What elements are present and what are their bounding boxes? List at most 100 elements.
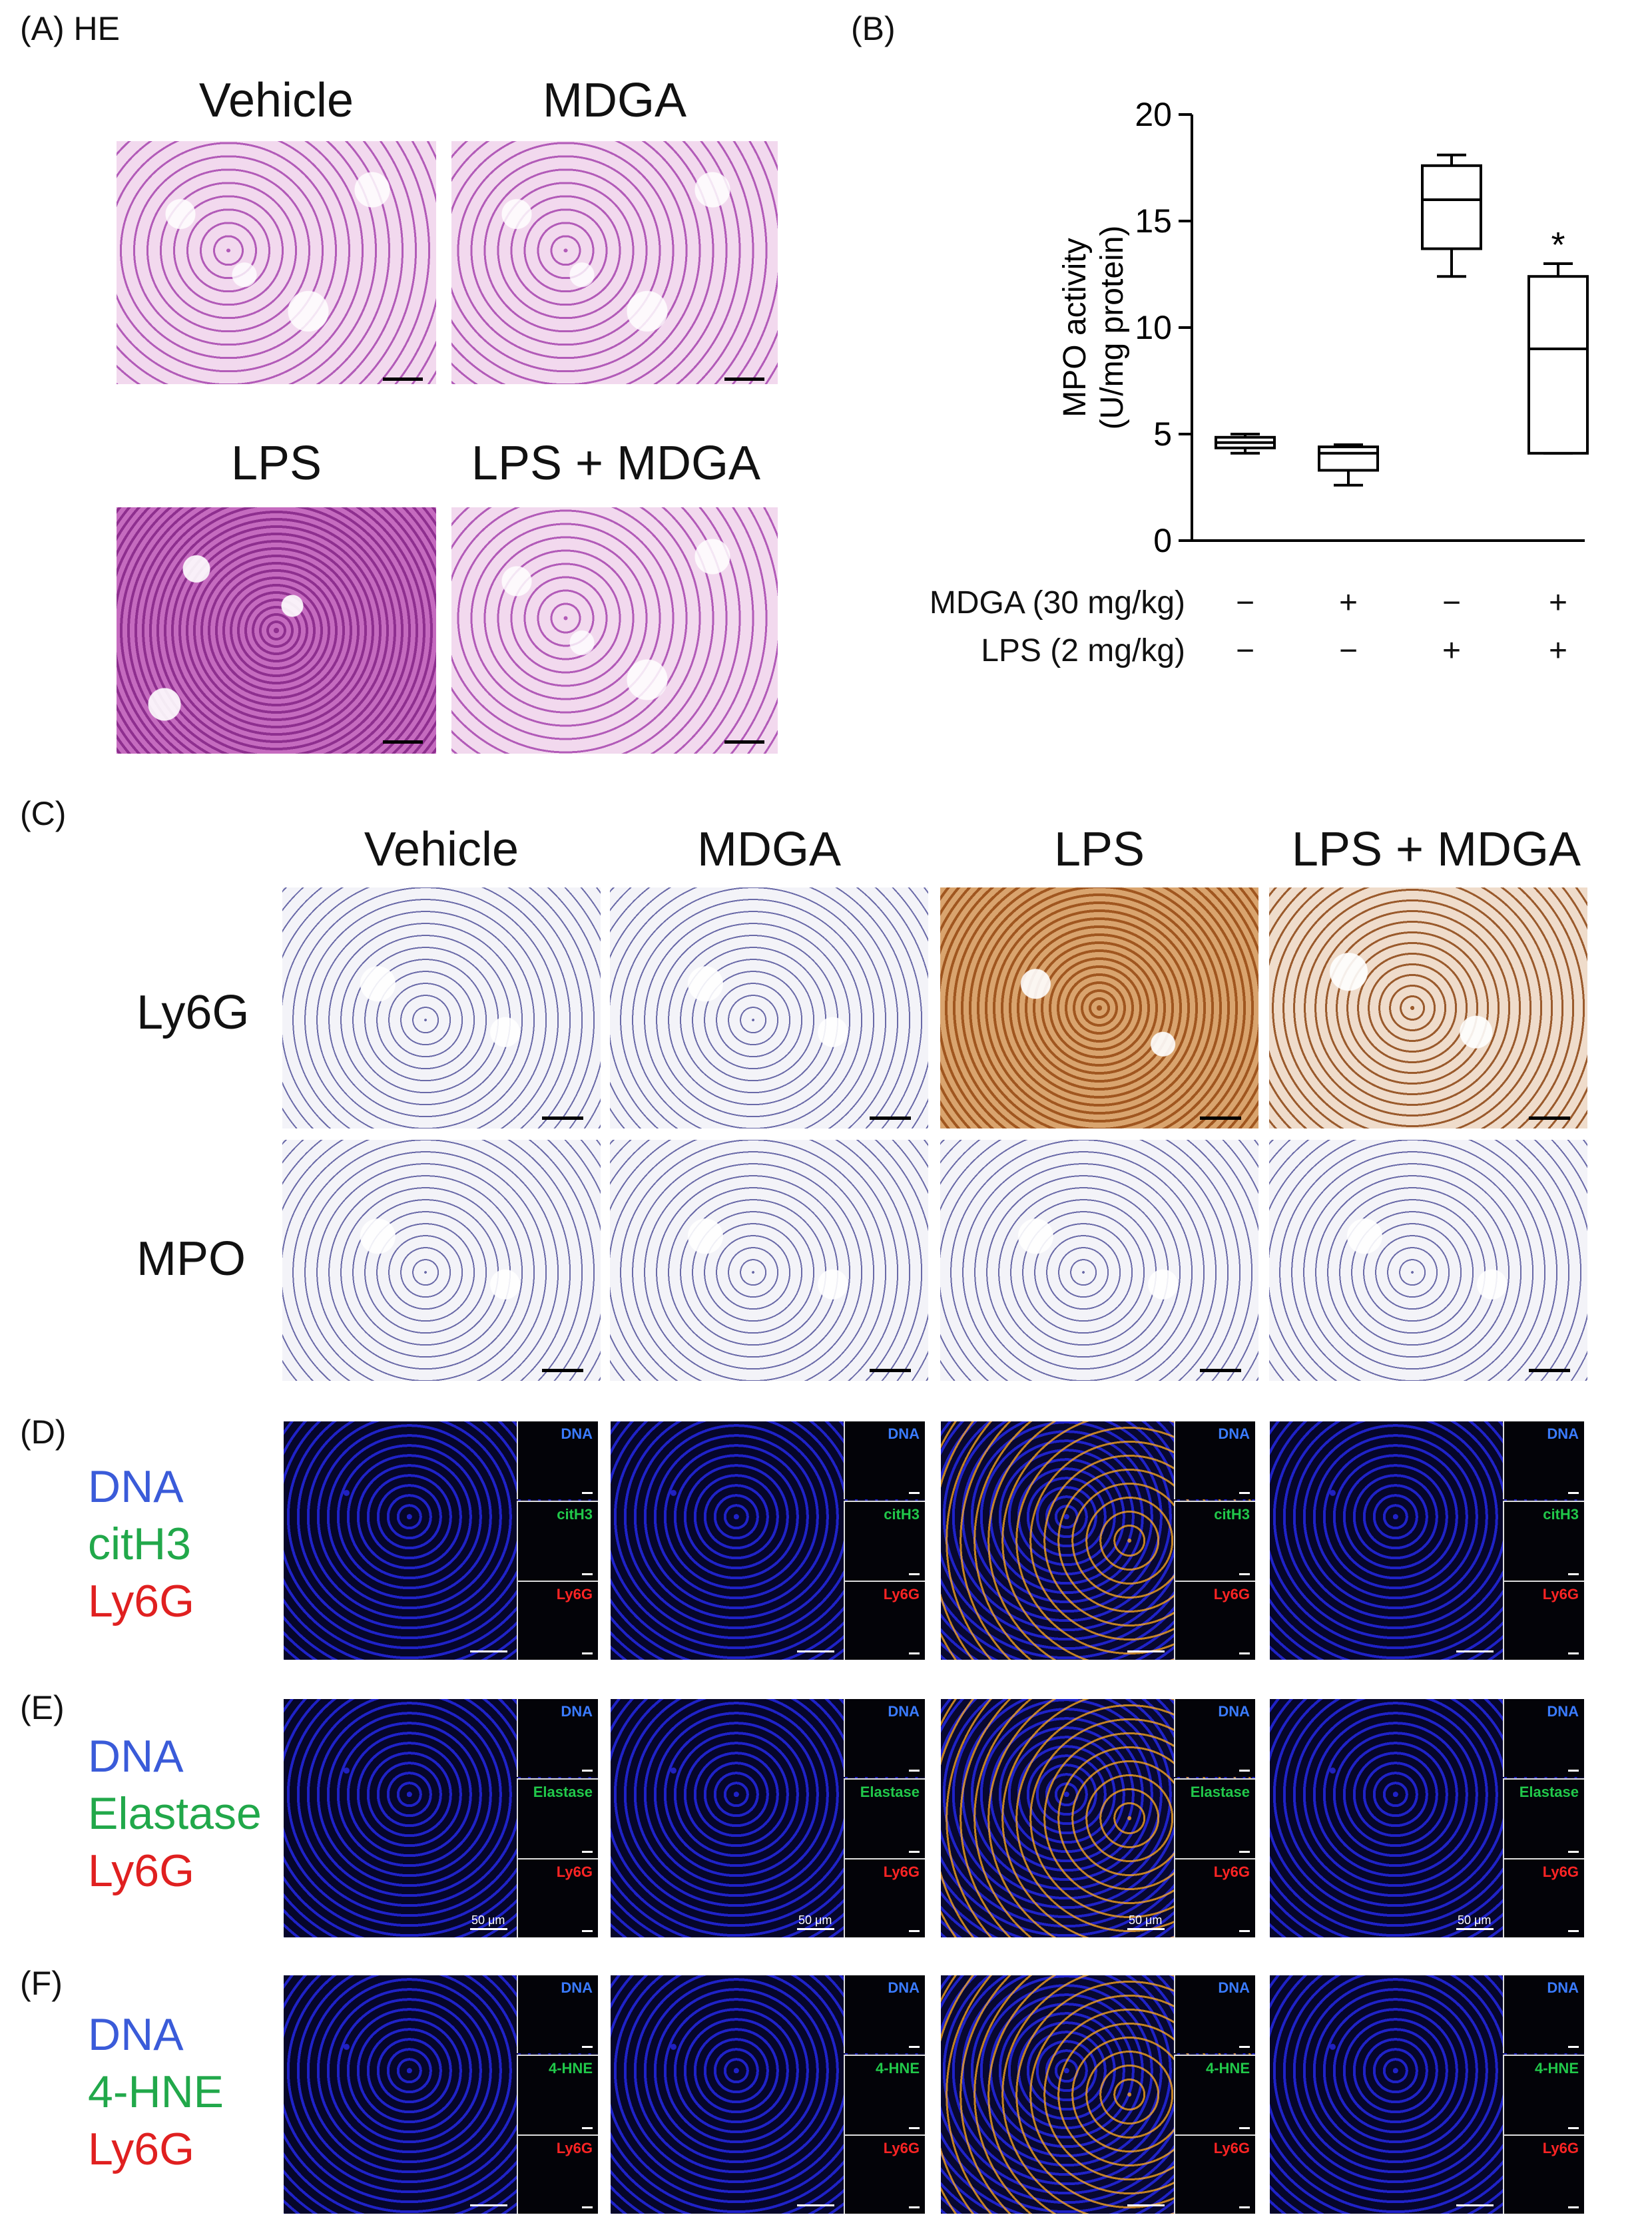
channel-label: citH3 (884, 1506, 920, 1523)
ihc-ly6g-mdga (610, 887, 928, 1128)
ihc-ly6g-lps (940, 887, 1258, 1128)
scale-bar (470, 1650, 507, 1652)
scale-bar (582, 1652, 593, 1654)
panel-b-label: (B) (851, 10, 896, 47)
fluorescence-image-e-2: 50 μm DNA Elastase Ly6G (611, 1699, 925, 1937)
ihc-mpo-lps (940, 1140, 1258, 1381)
scale-bar (1456, 1650, 1494, 1652)
treatment-sign: − (1235, 633, 1255, 668)
scale-bar (1127, 1928, 1165, 1930)
panel-c-label: (C) (20, 795, 67, 832)
scale-bar (1568, 1492, 1579, 1495)
scale-bar (1568, 1573, 1579, 1575)
ihc-title-lps-mdga: LPS + MDGA (1291, 823, 1581, 876)
scale-bar-label: 50 μm (1129, 1913, 1163, 1927)
scale-bar (1239, 2206, 1250, 2208)
ihc-mpo-mdga (610, 1140, 928, 1381)
channel-label: Ly6G (1213, 2139, 1250, 2156)
d-stain-cith3: citH3 (88, 1519, 191, 1569)
channel-inset: citH3 (844, 1501, 925, 1581)
scale-bar (909, 1770, 920, 1772)
scale-bar-label: 50 μm (1458, 1913, 1492, 1927)
scale-bar (1568, 2126, 1579, 2129)
channel-label: DNA (888, 1703, 920, 1720)
panel-e-label: (E) (20, 1689, 65, 1726)
he-title-mdga: MDGA (543, 74, 687, 127)
channel-label: DNA (1547, 1425, 1579, 1442)
fluorescence-image-f-4: DNA 4-HNE Ly6G (1270, 1975, 1584, 2214)
ihc-title-mdga: MDGA (697, 823, 841, 876)
channel-label: Elastase (860, 1784, 920, 1801)
channel-label: Ly6G (1542, 1863, 1579, 1880)
scale-bar (724, 377, 764, 381)
channel-label: DNA (561, 1425, 593, 1442)
channel-inset: DNA (844, 1421, 925, 1500)
ihc-ly6g-lps-mdga (1269, 887, 1587, 1128)
channel-label: DNA (561, 1703, 593, 1720)
d-stain-ly6g: Ly6G (88, 1576, 195, 1626)
channel-inset: DNA (844, 1699, 925, 1778)
channel-label: 4-HNE (875, 2060, 920, 2077)
scale-bar (1239, 1770, 1250, 1772)
scale-bar (1239, 2046, 1250, 2049)
scale-bar (1239, 1850, 1250, 1853)
channel-label: DNA (1547, 1979, 1579, 1996)
channel-inset: Elastase (1503, 1778, 1584, 1858)
scale-bar (582, 2046, 593, 2049)
scale-bar (1239, 2126, 1250, 2129)
scale-bar (1239, 1929, 1250, 1932)
channel-inset: DNA (517, 1699, 598, 1778)
scale-bar (582, 1492, 593, 1495)
scale-bar (470, 1928, 507, 1930)
f-stain-4hne: 4-HNE (88, 2067, 224, 2117)
scale-bar (1568, 2046, 1579, 2049)
channel-inset: DNA (517, 1421, 598, 1500)
channel-inset: Ly6G (1174, 1580, 1255, 1660)
he-image-lps (117, 507, 436, 754)
scale-bar (1568, 1770, 1579, 1772)
channel-inset: Ly6G (1174, 2134, 1255, 2214)
treatment-sign: + (1338, 585, 1358, 620)
scale-bar (582, 1850, 593, 1853)
scale-bar (582, 1573, 593, 1575)
scale-bar (909, 1652, 920, 1654)
channel-inset: citH3 (1503, 1501, 1584, 1581)
treatment-sign: − (1442, 585, 1462, 620)
scale-bar (1239, 1573, 1250, 1575)
scale-bar (470, 2204, 507, 2206)
channel-inset: Ly6G (844, 1858, 925, 1937)
box (1527, 275, 1589, 455)
channel-inset: 4-HNE (1503, 2055, 1584, 2134)
ihc-mpo-lps-mdga (1269, 1140, 1587, 1381)
channel-label: citH3 (1214, 1506, 1250, 1523)
e-stain-dna: DNA (88, 1731, 184, 1782)
treatment-sign: + (1548, 585, 1568, 620)
channel-inset: Ly6G (1503, 1858, 1584, 1937)
scale-bar (582, 1929, 593, 1932)
channel-label: citH3 (1543, 1506, 1579, 1523)
channel-inset: Elastase (1174, 1778, 1255, 1858)
channel-inset: DNA (1503, 1699, 1584, 1778)
he-image-mdga (451, 141, 778, 384)
channel-inset: Ly6G (844, 1580, 925, 1660)
channel-inset: citH3 (1174, 1501, 1255, 1581)
scale-bar-label: 50 μm (798, 1913, 832, 1927)
y-tick-label: 0 (1153, 522, 1172, 559)
e-stain-ly6g: Ly6G (88, 1846, 195, 1896)
channel-label: 4-HNE (1534, 2060, 1579, 2077)
channel-inset: Ly6G (517, 2134, 598, 2214)
channel-inset: DNA (1174, 1421, 1255, 1500)
fluorescence-image-f-2: DNA 4-HNE Ly6G (611, 1975, 925, 2214)
channel-label: DNA (1547, 1703, 1579, 1720)
scale-bar (582, 2206, 593, 2208)
channel-label: citH3 (557, 1506, 593, 1523)
scale-bar (1127, 1650, 1165, 1652)
scale-bar (797, 2204, 834, 2206)
scale-bar (1568, 2206, 1579, 2208)
channel-inset: Ly6G (517, 1580, 598, 1660)
treatment-sign: + (1442, 633, 1462, 668)
channel-label: DNA (1218, 1425, 1250, 1442)
treatment-label-lps: LPS (2 mg/kg) (981, 633, 1185, 668)
y-tick-label: 5 (1153, 415, 1172, 453)
channel-inset: DNA (1174, 1699, 1255, 1778)
